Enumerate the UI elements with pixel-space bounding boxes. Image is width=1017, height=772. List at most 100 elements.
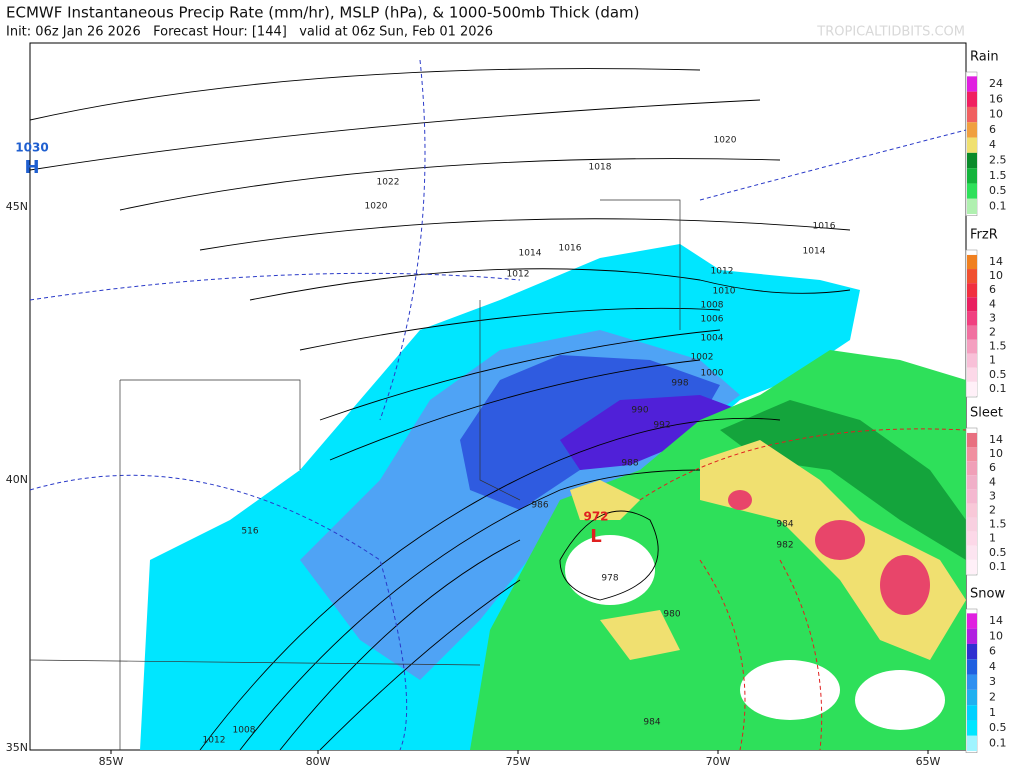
lon-label: 75W <box>506 755 531 768</box>
isobar-label: 980 <box>663 610 680 620</box>
thickness-warm-lines <box>639 428 966 750</box>
isobar-label: 1000 <box>701 369 724 379</box>
title: ECMWF Instantaneous Precip Rate (mm/hr),… <box>6 4 640 22</box>
legend-label: 1 <box>989 354 996 367</box>
legend-swatch <box>967 168 977 184</box>
legend-swatch <box>967 297 977 312</box>
legend-swatch <box>967 269 977 284</box>
legend-swatch <box>967 254 977 270</box>
rain-heavy <box>570 480 680 660</box>
isobar-label: 1008 <box>701 301 724 311</box>
snow-very-heavy <box>560 395 740 470</box>
legend-label: 0.5 <box>989 368 1007 381</box>
pressure-symbol: H <box>24 157 39 178</box>
legend-title: FrzR <box>970 228 998 243</box>
isobar-label: 1012 <box>711 267 734 277</box>
legend-swatch <box>967 339 977 354</box>
legend-label: 1 <box>989 532 996 545</box>
no-precip <box>565 535 655 605</box>
legend-label: 14 <box>989 255 1003 268</box>
rain-intense <box>815 520 865 560</box>
isobar-label: 998 <box>671 379 688 389</box>
legend-swatch <box>967 531 977 546</box>
isobar-label: 1014 <box>519 249 542 259</box>
legend-swatch <box>967 545 977 560</box>
isobar-label: 1020 <box>714 136 737 146</box>
legend-label: 0.1 <box>989 560 1007 573</box>
legend-label: 2.5 <box>989 154 1007 167</box>
isobar-label: 1018 <box>589 163 612 173</box>
legend-swatch <box>967 353 977 368</box>
lat-label: 40N <box>6 473 28 486</box>
legend-label: 4 <box>989 138 996 151</box>
isobar-label: 988 <box>621 459 638 469</box>
precip-fields <box>30 59 966 750</box>
isobar-label: 516 <box>241 527 258 537</box>
legend: Rain241610642.51.50.50.1FrzR141064321.51… <box>965 50 1007 753</box>
legend-label: 1 <box>989 706 996 719</box>
legend-swatch <box>967 311 977 326</box>
subtitle: Init: 06z Jan 26 2026 Forecast Hour: [14… <box>6 25 493 40</box>
isobar-label: 1002 <box>691 353 714 363</box>
isobar-label: 1008 <box>233 726 256 736</box>
legend-label: 6 <box>989 283 996 296</box>
map-labels: 1030 H 972 L 1022 1020 1018 1020 1016 1014 1016 101… <box>15 136 835 746</box>
legend-label: 0.1 <box>989 736 1007 749</box>
legend-swatch <box>967 76 977 92</box>
legend-label: 6 <box>989 123 996 136</box>
isobar-label: 1012 <box>203 736 226 746</box>
isobar-label: 992 <box>653 421 670 431</box>
pressure-symbol: L <box>590 526 601 547</box>
legend-swatch <box>967 517 977 532</box>
isobar-label: 1016 <box>813 222 836 232</box>
legend-swatch <box>967 91 977 107</box>
legend-swatch <box>967 137 977 153</box>
legend-swatch <box>967 152 977 169</box>
legend-swatch <box>967 461 977 476</box>
isobar-label: 978 <box>601 574 618 584</box>
legend-swatch <box>967 489 977 504</box>
isobar-label: 984 <box>776 520 793 530</box>
legend-swatch <box>967 367 977 382</box>
legend-label: 4 <box>989 660 996 673</box>
legend-label: 24 <box>989 77 1003 90</box>
legend-swatch <box>967 705 977 721</box>
isobar-label: 982 <box>776 541 793 551</box>
legend-label: 4 <box>989 297 996 310</box>
legend-swatch <box>967 628 977 644</box>
lon-label: 80W <box>306 755 331 768</box>
legend-label: 0.1 <box>989 199 1007 212</box>
isobar-label: 986 <box>531 501 548 511</box>
legend-label: 16 <box>989 92 1003 105</box>
legend-swatch <box>967 325 977 340</box>
boundaries <box>30 199 681 750</box>
legend-label: 1.5 <box>989 340 1007 353</box>
lon-label: 85W <box>99 755 124 768</box>
legend-swatch <box>967 674 977 690</box>
isobar-label: 1022 <box>377 178 400 188</box>
legend-swatch <box>967 643 977 660</box>
rain-intense <box>880 555 930 615</box>
map-area: 1030 H 972 L 1022 1020 1018 1020 1016 1014 1016 101… <box>15 42 967 751</box>
legend-label: 0.5 <box>989 546 1007 559</box>
legend-label: 3 <box>989 675 996 688</box>
lon-label: 70W <box>706 755 731 768</box>
legend-title: Sleet <box>970 406 1003 421</box>
isobar-label: 990 <box>631 406 648 416</box>
legend-swatch <box>967 475 977 490</box>
legend-swatch <box>967 720 977 736</box>
legend-label: 1.5 <box>989 169 1007 182</box>
legend-label: 3 <box>989 311 996 324</box>
lat-label: 45N <box>6 200 28 213</box>
legend-label: 6 <box>989 645 996 658</box>
legend-swatch <box>967 689 977 706</box>
isobar-label: 1020 <box>365 202 388 212</box>
no-precip <box>855 670 945 730</box>
legend-label: 10 <box>989 269 1003 282</box>
lat-label: 35N <box>6 741 28 754</box>
legend-label: 3 <box>989 489 996 502</box>
isobar-label: 1014 <box>803 247 826 257</box>
watermark: TROPICALTIDBITS.COM <box>816 25 965 40</box>
legend-swatch <box>967 106 977 123</box>
